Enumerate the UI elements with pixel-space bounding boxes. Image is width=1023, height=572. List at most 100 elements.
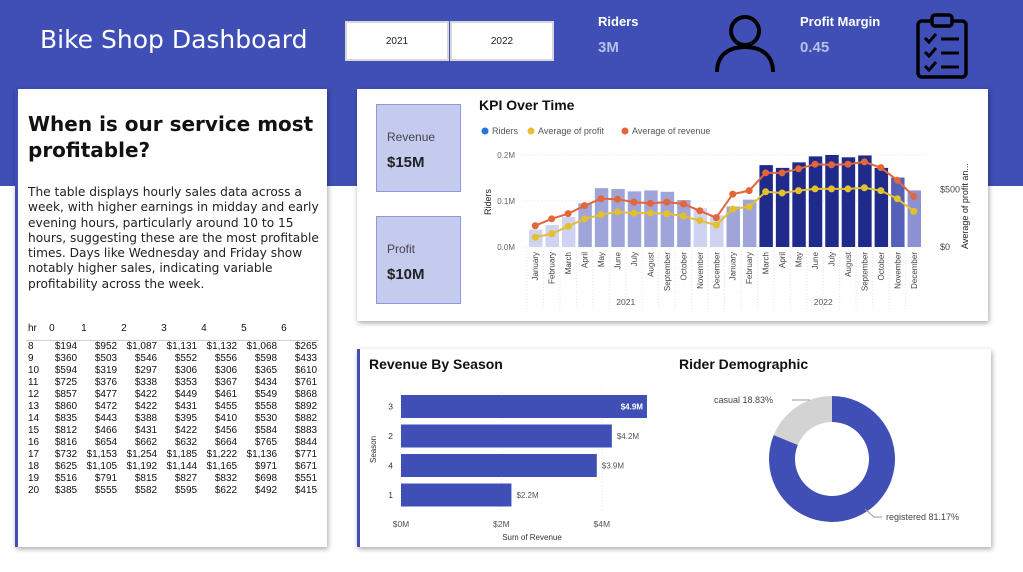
rider-bar: [874, 167, 889, 247]
rider-bar: [907, 190, 921, 247]
table-cell: $816: [54, 436, 78, 448]
table-cell: 12: [28, 388, 40, 400]
profit-point: [548, 230, 556, 238]
table-cell: $595: [174, 484, 198, 496]
x-tick-label: November: [893, 252, 902, 289]
table-cell: 8: [28, 340, 34, 352]
revenue-point: [893, 176, 901, 184]
table-cell: $835: [54, 412, 78, 424]
rider-bar: [825, 155, 839, 247]
bar-data-label: $4.9M: [621, 403, 644, 412]
profit-point: [811, 185, 819, 193]
table-cell: 9: [28, 352, 34, 364]
table-cell: 13: [28, 400, 40, 412]
table-cell: $455: [214, 400, 238, 412]
table-cell: $844: [294, 436, 318, 448]
table-cell: $367: [214, 376, 238, 388]
table-cell: $761: [294, 376, 318, 388]
y-tick-label: 4: [388, 461, 393, 471]
y-tick-label: 0.2M: [497, 151, 515, 160]
table-cell: $1,192: [126, 460, 158, 472]
y2-axis-label: Average of profit an...: [960, 163, 970, 249]
profit-point: [614, 208, 622, 216]
registered-data-label: registered 81.17%: [886, 512, 959, 522]
y-axis-label: Season: [369, 436, 378, 463]
table-cell: 11: [28, 376, 39, 388]
revenue-point: [663, 198, 671, 206]
table-cell: $415: [294, 484, 318, 496]
profit-point: [729, 205, 737, 213]
table-cell: $883: [294, 424, 318, 436]
table-cell: $395: [174, 412, 198, 424]
x-tick-label: December: [712, 252, 721, 289]
revenue-point: [877, 164, 885, 172]
table-cell: $952: [94, 340, 118, 352]
profit-tile-value: $10M: [387, 266, 425, 283]
y2-tick-label: $0: [940, 242, 950, 252]
table-cell: 18: [28, 460, 40, 472]
table-header-cell: 1: [79, 322, 120, 341]
x-tick-label: July: [827, 252, 836, 266]
table-cell: $319: [94, 364, 118, 376]
table-cell: $1,132: [206, 340, 238, 352]
x-axis-label: Sum of Revenue: [502, 533, 562, 542]
profit-point: [663, 210, 671, 218]
profit-point: [630, 209, 638, 217]
rider-bar: [660, 191, 675, 247]
table-cell: $466: [94, 424, 118, 436]
riders-value: 3M: [598, 39, 619, 56]
year-filter-button-2021[interactable]: 2021: [345, 21, 449, 61]
season-bar: [401, 424, 612, 448]
year-filter-button-2022[interactable]: 2022: [450, 21, 554, 61]
table-cell: $443: [94, 412, 118, 424]
table-cell: $558: [254, 400, 278, 412]
table-cell: $594: [54, 364, 78, 376]
profit-point: [844, 185, 852, 193]
x-tick-label: August: [844, 251, 853, 277]
profit-point: [745, 203, 753, 211]
table-cell: $598: [254, 352, 278, 364]
season-bar: [401, 483, 512, 507]
table-cell: $654: [94, 436, 118, 448]
table-cell: $771: [294, 448, 318, 460]
table-cell: $662: [134, 436, 158, 448]
y-tick-label: 0.0M: [497, 243, 515, 252]
table-cell: $422: [174, 424, 198, 436]
x-tick-label: March: [564, 252, 573, 274]
x-tick-label: October: [679, 252, 688, 281]
profit-line: [535, 186, 915, 239]
table-cell: $503: [94, 352, 118, 364]
table-row: 17 $732 $1,153 $1,254 $1,185 $1,222 $1,136 $771: [26, 449, 319, 461]
revenue-point: [910, 192, 918, 200]
profit-point: [712, 221, 720, 229]
table-cell: $556: [214, 352, 238, 364]
x-tick-label: $2M: [493, 519, 510, 529]
y-axis-label: Riders: [483, 188, 493, 215]
x-tick-label: November: [696, 252, 705, 289]
revenue-point: [581, 202, 589, 210]
riders-label: Riders: [598, 14, 639, 29]
legend-label: Riders: [492, 126, 519, 136]
x-tick-label: June: [811, 251, 820, 269]
table-cell: $698: [254, 472, 278, 484]
table-cell: $492: [254, 484, 278, 496]
rider-bar: [808, 156, 823, 247]
table-cell: 14: [28, 412, 40, 424]
table-cell: $551: [294, 472, 318, 484]
table-cell: $456: [214, 424, 238, 436]
x-tick-label: February: [745, 252, 754, 284]
revenue-point: [745, 187, 753, 195]
y-tick-label: 1: [388, 490, 393, 500]
table-cell: $338: [134, 376, 158, 388]
casual-slice: [773, 396, 832, 446]
x-tick-label: June: [614, 251, 623, 269]
legend-marker: [481, 127, 489, 135]
table-cell: $664: [214, 436, 238, 448]
revenue-tile-value: $15M: [387, 154, 425, 171]
table-cell: $892: [294, 400, 318, 412]
table-cell: $1,185: [166, 448, 198, 460]
table-cell: $306: [214, 364, 238, 376]
table-row: 12 $857 $477 $422 $449 $461 $549 $868: [26, 389, 319, 401]
profit-point: [531, 233, 539, 241]
